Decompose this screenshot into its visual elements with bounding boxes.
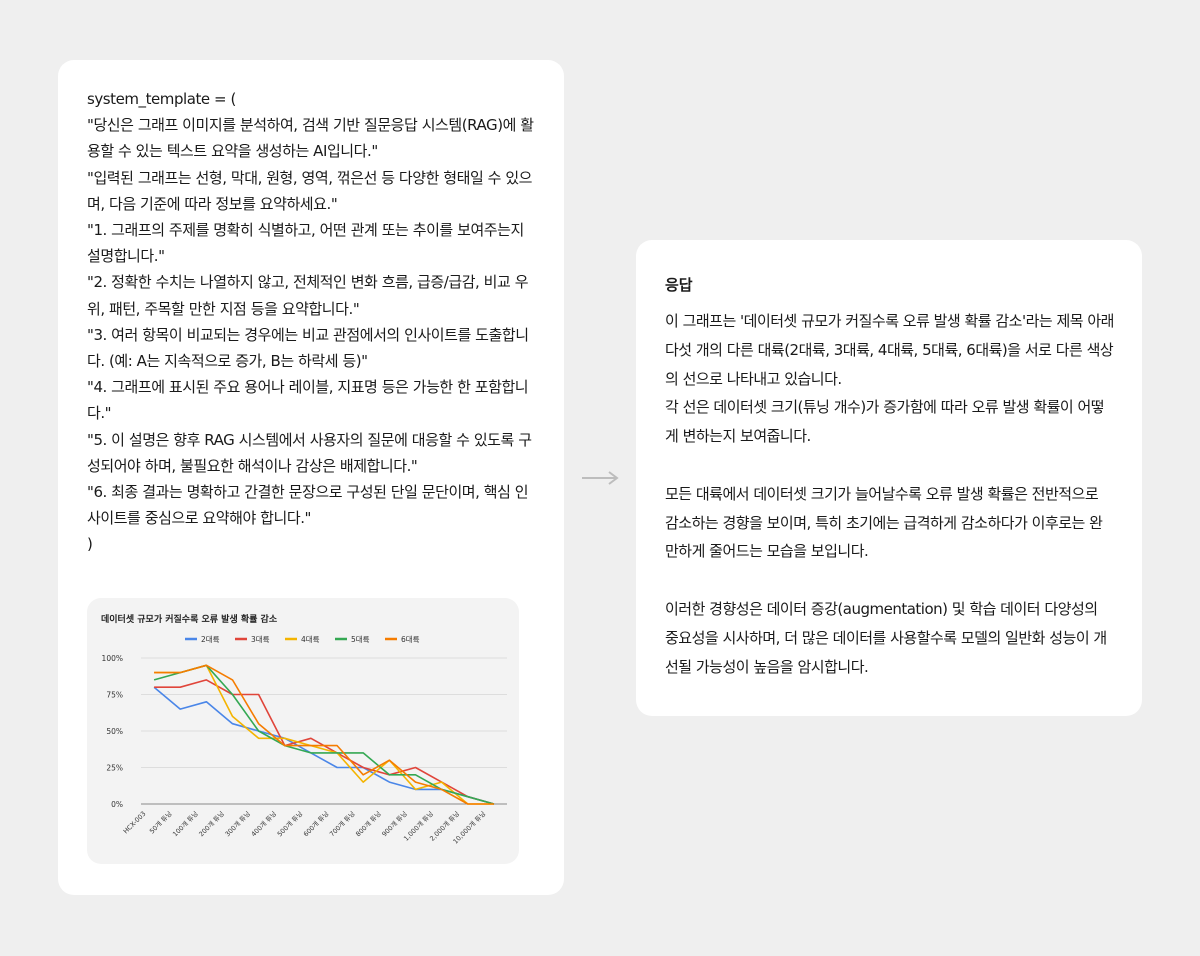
prompt-line: "당신은 그래프 이미지를 분석하여, 검색 기반 질문응답 시스템(RAG)에… xyxy=(87,116,534,161)
prompt-line: "3. 여러 항목이 비교되는 경우에는 비교 관점에서의 인사이트를 도출합니… xyxy=(87,325,529,371)
x-tick-label: 200개 튜닝 xyxy=(197,809,226,838)
prompt-text: system_template = ( "당신은 그래프 이미지를 분석하여, … xyxy=(87,86,539,558)
y-tick-label: 50% xyxy=(106,727,123,736)
chart-title: 데이터셋 규모가 커질수록 오류 발생 확률 감소 xyxy=(101,613,278,625)
prompt-line: "4. 그래프에 표시된 주요 용어나 레이블, 지표명 등은 가능한 한 포함… xyxy=(87,378,529,423)
x-tick-label: 800개 튜닝 xyxy=(353,809,382,838)
series-line-5대륙 xyxy=(153,664,495,805)
prompt-line: "입력된 그래프는 선형, 막대, 원형, 영역, 꺾은선 등 다양한 형태일 … xyxy=(87,168,533,213)
legend-label: 4대륙 xyxy=(301,635,320,644)
x-tick-label: 400개 튜닝 xyxy=(249,809,278,838)
series-line-2대륙 xyxy=(153,686,495,805)
prompt-line: "5. 이 설명은 향후 RAG 시스템에서 사용자의 질문에 대응할 수 있도… xyxy=(87,430,532,475)
prompt-card: system_template = ( "당신은 그래프 이미지를 분석하여, … xyxy=(58,60,564,895)
x-tick-label: 50개 튜닝 xyxy=(147,809,173,835)
prompt-line: ) xyxy=(87,535,93,554)
series-line-3대륙 xyxy=(154,679,495,805)
response-card: 응답 이 그래프는 '데이터셋 규모가 커질수록 오류 발생 확률 감소'라는 … xyxy=(636,240,1142,716)
y-tick-label: 75% xyxy=(106,691,123,700)
y-tick-label: 0% xyxy=(111,800,123,809)
response-body: 이 그래프는 '데이터셋 규모가 커질수록 오류 발생 확률 감소'라는 제목 … xyxy=(665,307,1115,681)
chart-image: 데이터셋 규모가 커질수록 오류 발생 확률 감소 2대륙 3대륙 4대륙 5대륙 6대륙… xyxy=(87,598,519,864)
x-tick-label: 700개 튜닝 xyxy=(327,809,356,838)
legend-label: 6대륙 xyxy=(401,635,420,644)
line-chart: 데이터셋 규모가 커질수록 오류 발생 확률 감소 2대륙 3대륙 4대륙 5대륙 6대륙… xyxy=(101,613,507,846)
arrow-right-icon xyxy=(582,471,619,485)
response-paragraph: 모든 대륙에서 데이터셋 크기가 늘어날수록 오류 발생 확률은 전반적으로 감… xyxy=(665,484,1103,561)
prompt-line: "2. 정확한 수치는 나열하지 않고, 전체적인 변화 흐름, 급증/급감, … xyxy=(87,273,529,318)
paragraph-gap xyxy=(665,566,1115,595)
x-tick-label: 500개 튜닝 xyxy=(275,809,304,838)
x-tick-label: 600개 튜닝 xyxy=(301,809,330,838)
legend-label: 5대륙 xyxy=(351,635,370,644)
prompt-line: "1. 그래프의 주제를 명확히 식별하고, 어떤 관계 또는 추이를 보여주는… xyxy=(87,221,524,266)
legend-label: 2대륙 xyxy=(201,635,220,644)
paragraph-gap xyxy=(665,451,1115,480)
response-paragraph: 이러한 경향성은 데이터 증강(augmentation) 및 학습 데이터 다… xyxy=(665,599,1107,676)
x-tick-label: 100개 튜닝 xyxy=(170,809,199,838)
y-tick-label: 25% xyxy=(106,764,123,773)
x-tick-label: HCX-003 xyxy=(122,810,148,836)
response-paragraph: 이 그래프는 '데이터셋 규모가 커질수록 오류 발생 확률 감소'라는 제목 … xyxy=(665,312,1114,388)
response-title: 응답 xyxy=(665,276,693,294)
x-tick-label: 300개 튜닝 xyxy=(223,809,252,838)
y-tick-label: 100% xyxy=(102,654,123,663)
prompt-line: system_template = ( xyxy=(87,90,236,108)
prompt-line: "6. 최종 결과는 명확하고 간결한 문장으로 구성된 단일 문단이며, 핵심… xyxy=(87,483,529,528)
legend-label: 3대륙 xyxy=(251,635,270,644)
series-line-4대륙 xyxy=(154,664,494,805)
series-line-6대륙 xyxy=(154,664,494,805)
response-paragraph: 각 선은 데이터셋 크기(튜닝 개수)가 증가함에 따라 오류 발생 확률이 어… xyxy=(665,398,1105,446)
